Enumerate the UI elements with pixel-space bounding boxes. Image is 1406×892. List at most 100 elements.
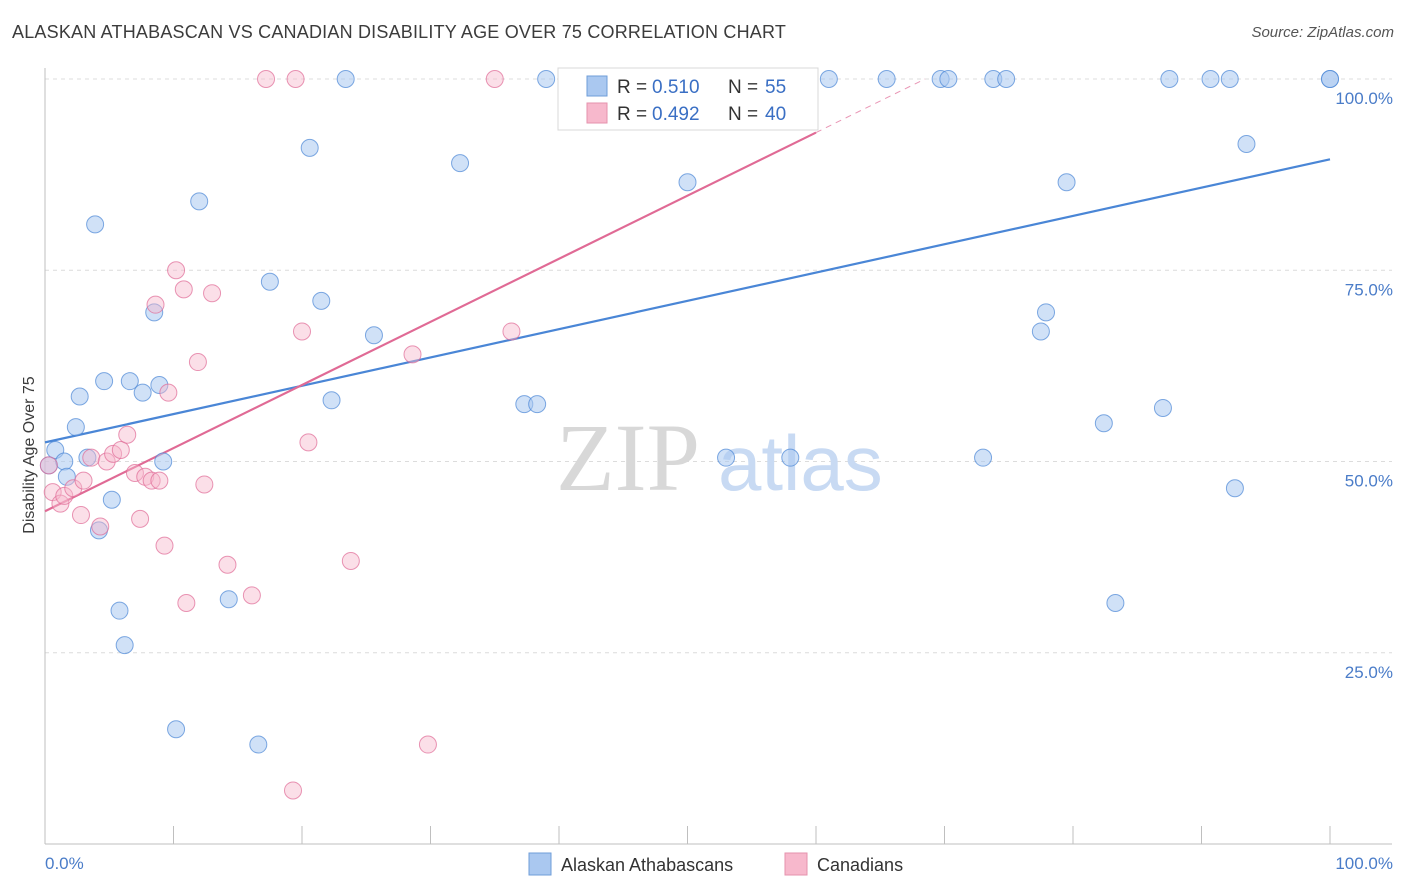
- data-point-athabascans: [336, 70, 355, 88]
- legend-label-canadians: Canadians: [817, 855, 903, 875]
- legend-swatch-canadians: [586, 102, 608, 124]
- data-point-canadians: [71, 506, 90, 525]
- data-point-athabascans: [167, 720, 186, 739]
- y-tick-label: 100.0%: [1335, 89, 1393, 108]
- data-point-canadians: [64, 479, 83, 498]
- watermark-atlas: atlas: [718, 419, 883, 507]
- data-point-canadians: [403, 345, 422, 364]
- series-legend: Alaskan Athabascans Canadians: [528, 852, 903, 876]
- data-point-athabascans: [133, 383, 152, 402]
- data-point-athabascans: [1220, 70, 1239, 88]
- legend-swatch-athabascans: [586, 75, 608, 97]
- legend-r-value: 0.492: [652, 104, 700, 125]
- data-point-canadians: [111, 441, 130, 460]
- data-point-athabascans: [528, 395, 547, 414]
- trend-line-canadians: [44, 131, 817, 513]
- data-point-athabascans: [717, 448, 736, 467]
- data-point-athabascans: [145, 303, 164, 322]
- data-point-athabascans: [154, 452, 173, 471]
- x-tick-labels: 0.0% 100.0%: [45, 854, 1393, 873]
- y-tick-labels: 25.0% 50.0% 75.0% 100.0%: [1335, 89, 1393, 682]
- legend-r-value: 0.510: [652, 77, 700, 98]
- data-point-canadians: [91, 517, 110, 536]
- data-point-athabascans: [78, 448, 97, 467]
- legend-label-athabascans: Alaskan Athabascans: [561, 855, 733, 875]
- data-point-athabascans: [1037, 303, 1056, 322]
- data-point-canadians: [82, 448, 101, 467]
- data-point-canadians: [146, 295, 165, 314]
- data-point-canadians: [131, 509, 150, 528]
- data-point-athabascans: [110, 601, 129, 620]
- data-point-athabascans: [974, 448, 993, 467]
- data-point-athabascans: [1106, 594, 1125, 613]
- data-point-athabascans: [537, 70, 556, 88]
- data-point-canadians: [55, 486, 74, 505]
- legend-r-label: R =: [617, 104, 647, 125]
- data-point-athabascans: [150, 376, 169, 394]
- data-point-athabascans: [364, 326, 383, 345]
- data-point-athabascans: [115, 636, 134, 655]
- watermark-zip: ZIP: [556, 404, 700, 511]
- data-point-athabascans: [86, 215, 105, 234]
- data-point-canadians: [284, 781, 303, 800]
- data-point-canadians: [74, 471, 93, 490]
- data-point-canadians: [242, 586, 261, 605]
- data-point-athabascans: [260, 272, 279, 291]
- legend-swatch-canadians: [784, 852, 808, 876]
- x-tick-label: 0.0%: [45, 854, 84, 873]
- data-point-athabascans: [190, 192, 209, 211]
- data-point-athabascans: [997, 70, 1016, 88]
- y-tick-label: 75.0%: [1345, 280, 1393, 299]
- data-point-athabascans: [102, 490, 121, 509]
- data-point-canadians: [203, 284, 222, 303]
- data-point-athabascans: [55, 452, 74, 471]
- data-point-athabascans: [939, 70, 958, 88]
- axes: [44, 68, 1392, 845]
- data-point-canadians: [155, 536, 174, 555]
- data-point-athabascans: [1237, 135, 1256, 154]
- data-points: [39, 70, 1339, 800]
- data-point-athabascans: [322, 391, 341, 410]
- trend-lines: [44, 78, 1331, 513]
- data-point-canadians: [97, 452, 116, 471]
- data-point-canadians: [341, 551, 360, 570]
- data-point-athabascans: [1057, 173, 1076, 192]
- legend-n-value: 55: [765, 77, 786, 98]
- data-point-canadians: [174, 280, 193, 299]
- data-point-athabascans: [1153, 398, 1172, 417]
- data-point-canadians: [177, 594, 196, 613]
- data-point-canadians: [159, 383, 178, 402]
- data-point-athabascans: [70, 387, 89, 406]
- data-point-athabascans: [819, 70, 838, 88]
- data-point-athabascans: [1201, 70, 1220, 88]
- y-axis-label: Disability Age Over 75: [21, 376, 38, 534]
- data-point-athabascans: [1225, 479, 1244, 498]
- chart-source: Source: ZipAtlas.com: [1251, 24, 1394, 41]
- y-tick-label: 25.0%: [1345, 663, 1393, 682]
- data-point-athabascans: [57, 467, 76, 486]
- data-point-canadians: [502, 322, 521, 341]
- data-point-canadians: [118, 425, 137, 444]
- data-point-athabascans: [300, 138, 319, 157]
- data-point-canadians: [195, 475, 214, 494]
- data-point-canadians: [188, 353, 207, 372]
- data-point-canadians: [218, 555, 237, 574]
- legend-r-label: R =: [617, 77, 647, 98]
- data-point-canadians: [293, 322, 311, 341]
- data-point-athabascans: [877, 70, 896, 88]
- legend-n-value: 40: [765, 104, 786, 125]
- data-point-athabascans: [219, 590, 238, 609]
- data-point-athabascans: [1094, 414, 1113, 433]
- data-point-canadians: [142, 471, 161, 490]
- data-point-canadians: [299, 433, 318, 452]
- data-point-athabascans: [95, 372, 114, 391]
- data-point-canadians: [125, 463, 144, 482]
- data-point-athabascans: [1160, 70, 1179, 88]
- y-tick-label: 50.0%: [1345, 472, 1393, 491]
- data-point-athabascans: [1031, 322, 1050, 341]
- grid-lines: [45, 78, 1392, 654]
- data-point-athabascans: [120, 372, 139, 391]
- data-point-athabascans: [66, 418, 85, 437]
- data-point-athabascans: [249, 735, 268, 754]
